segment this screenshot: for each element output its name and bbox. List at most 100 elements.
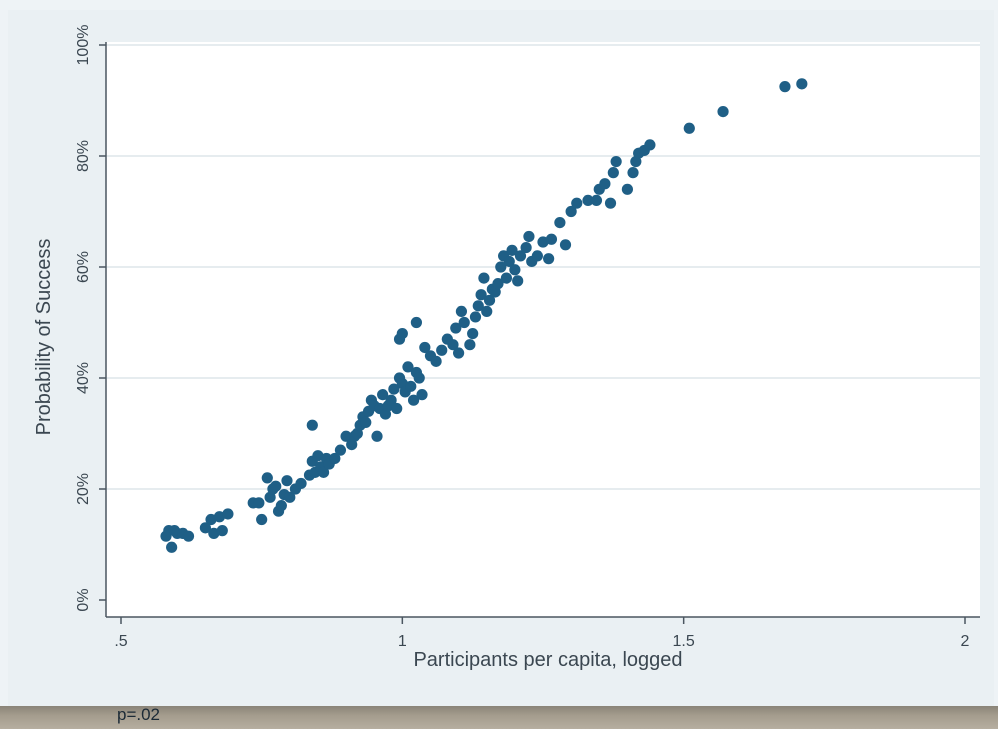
- data-point: [416, 389, 428, 401]
- data-point: [458, 316, 470, 329]
- data-point: [543, 253, 555, 265]
- scatter-chart: 0% 20% 40% 60% 80% 100% .5 1 1.5 2 Participants …: [33, 25, 980, 671]
- data-point: [199, 522, 211, 534]
- data-point: [571, 197, 583, 209]
- data-point: [360, 416, 372, 428]
- y-tick-label: 60%: [75, 251, 92, 283]
- data-point: [467, 328, 479, 340]
- data-point: [469, 311, 482, 323]
- data-point: [478, 272, 490, 284]
- y-tick-label: 20%: [75, 473, 92, 505]
- data-point: [455, 305, 468, 317]
- x-tick-label: .5: [114, 633, 127, 650]
- data-point: [464, 339, 476, 351]
- data-point: [222, 508, 234, 520]
- data-point: [500, 272, 513, 284]
- x-tick-label: 2: [961, 633, 970, 650]
- data-point: [453, 347, 465, 359]
- data-point: [281, 475, 293, 487]
- data-point: [317, 466, 330, 478]
- data-point: [503, 255, 515, 268]
- data-point: [261, 472, 273, 484]
- data-point: [329, 452, 341, 465]
- y-axis-ticks: 0% 20% 40% 60% 80% 100%: [75, 25, 106, 612]
- data-point: [216, 525, 228, 537]
- data-point: [509, 264, 521, 276]
- p-value-note: p=.02: [117, 705, 161, 724]
- data-point: [166, 541, 178, 553]
- data-point: [419, 341, 431, 354]
- data-point: [284, 491, 296, 503]
- data-point: [514, 250, 527, 262]
- data-point: [559, 239, 572, 251]
- data-point: [334, 444, 347, 456]
- data-point: [405, 380, 417, 392]
- data-point: [554, 217, 566, 229]
- x-axis-ticks: .5 1 1.5 2: [114, 617, 970, 650]
- data-point: [450, 322, 462, 334]
- y-axis-label: Probability of Success: [33, 239, 55, 436]
- data-point: [610, 155, 622, 168]
- data-point: [717, 106, 729, 118]
- data-point: [590, 194, 603, 206]
- data-point: [253, 497, 265, 509]
- data-point: [213, 511, 226, 523]
- data-point: [537, 236, 549, 248]
- data-point: [520, 241, 532, 254]
- data-point: [182, 530, 195, 542]
- data-point: [545, 233, 558, 245]
- footer-bar: [0, 706, 998, 729]
- chart-frame: 0% 20% 40% 60% 80% 100% .5 1 1.5 2 Participants …: [8, 10, 994, 706]
- data-point: [377, 389, 389, 401]
- data-point: [208, 527, 220, 540]
- data-point: [779, 81, 791, 93]
- data-point: [391, 402, 403, 415]
- data-point: [447, 339, 459, 351]
- data-point: [627, 167, 639, 179]
- data-point: [796, 78, 808, 90]
- x-tick-label: 1: [398, 633, 407, 650]
- data-point: [506, 244, 518, 256]
- data-point: [495, 261, 507, 273]
- y-tick-label: 40%: [75, 362, 92, 394]
- data-point: [388, 383, 400, 395]
- data-point: [644, 139, 656, 151]
- data-point: [270, 480, 282, 492]
- data-point: [436, 344, 448, 356]
- data-point: [512, 275, 524, 287]
- data-points: [160, 78, 808, 553]
- data-point: [256, 513, 268, 526]
- data-point: [604, 197, 617, 209]
- data-point: [582, 194, 594, 206]
- data-point: [413, 372, 425, 384]
- data-point: [599, 178, 611, 190]
- x-axis-label: Participants per capita, logged: [413, 649, 682, 671]
- data-point: [483, 294, 496, 306]
- data-point: [295, 477, 307, 490]
- gridlines: [106, 44, 980, 490]
- data-point: [396, 328, 408, 340]
- data-point: [402, 361, 414, 373]
- data-point: [385, 394, 397, 406]
- y-tick-label: 100%: [75, 25, 92, 66]
- y-tick-label: 0%: [75, 588, 92, 611]
- data-point: [275, 500, 287, 512]
- data-point: [371, 430, 383, 442]
- data-point: [481, 305, 493, 317]
- data-point: [607, 167, 619, 179]
- data-point: [205, 513, 217, 526]
- plot-background: [106, 42, 980, 617]
- x-tick-label: 1.5: [673, 633, 695, 650]
- data-point: [565, 205, 577, 218]
- y-tick-label: 80%: [75, 140, 92, 172]
- data-point: [410, 316, 422, 329]
- data-point: [492, 278, 504, 290]
- data-point: [523, 230, 535, 243]
- data-point: [472, 300, 484, 312]
- data-point: [312, 450, 324, 462]
- data-point: [407, 394, 420, 406]
- data-point: [531, 250, 543, 262]
- data-point: [340, 430, 352, 442]
- data-point: [621, 183, 634, 195]
- data-point: [683, 122, 695, 134]
